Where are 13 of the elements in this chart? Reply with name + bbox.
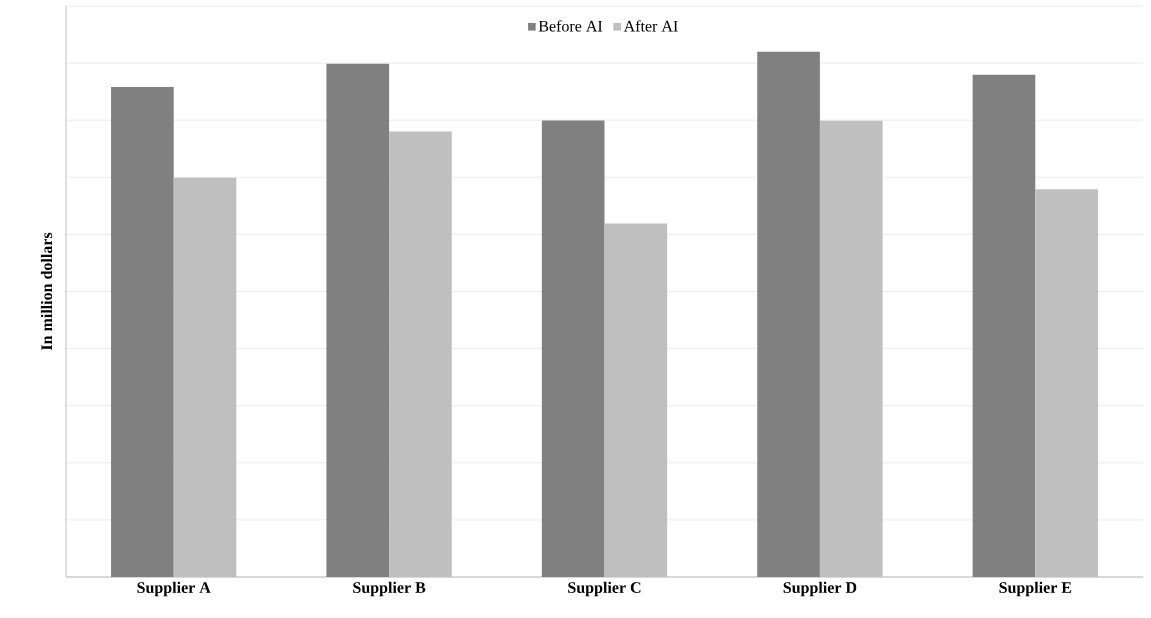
x-tick-label: Supplier E [999, 581, 1072, 597]
legend-label: After AI [623, 20, 678, 32]
bar [389, 131, 452, 577]
x-tick-label: Supplier A [137, 581, 211, 597]
x-tick-label: Supplier B [353, 581, 426, 597]
bar [173, 177, 237, 577]
legend-label: Before AI [538, 20, 603, 32]
bar [819, 120, 883, 577]
x-tick-label: Supplier D [783, 581, 857, 597]
y-axis-title: In million dollars [40, 232, 53, 351]
x-tick-label: Supplier C [568, 581, 641, 597]
bar [604, 223, 668, 577]
bar [1035, 189, 1098, 577]
